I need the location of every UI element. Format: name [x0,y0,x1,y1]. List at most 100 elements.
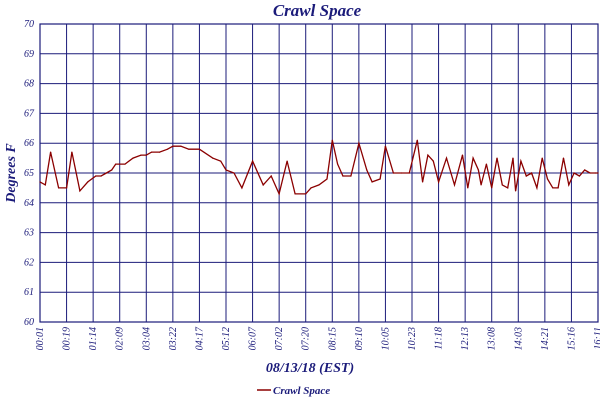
data-point-10 [105,172,108,174]
y-axis-label: Degrees F [4,143,19,204]
data-point-72 [525,175,527,177]
data-point-7 [87,181,89,183]
x-tick-label-8: 06:07 [248,326,259,350]
series-layer [39,139,599,196]
data-point-63 [480,184,482,186]
data-point-21 [172,145,174,147]
y-tick-label-1: 61 [24,287,34,298]
data-point-81 [573,172,575,174]
x-tick-label-12: 09:10 [354,327,365,350]
data-point-16 [140,154,142,156]
data-point-33 [278,193,280,195]
x-tick-label-4: 03:04 [141,327,152,350]
data-point-79 [562,157,565,159]
x-tick-label-15: 11:18 [434,327,445,350]
data-point-82 [578,175,581,177]
data-point-55 [432,160,434,162]
data-point-69 [512,157,514,159]
data-point-35 [294,193,296,195]
data-point-74 [536,187,538,189]
data-point-43 [350,175,352,177]
data-point-39 [326,178,328,180]
data-point-67 [501,184,503,186]
data-point-51 [408,172,410,174]
data-point-68 [507,187,509,189]
data-point-24 [198,148,201,150]
x-tick-label-3: 02:09 [115,327,126,350]
chart-grid [39,23,599,323]
data-point-15 [132,157,134,159]
data-point-12 [115,163,117,165]
data-point-4 [65,187,68,189]
x-tick-labels: 00:01 00:19 01:14 02:09 03:04 03:22 04:17 05:12… [35,326,600,350]
data-point-18 [151,151,153,153]
data-point-71 [520,160,522,162]
x-tick-label-20: 15:16 [566,327,577,350]
data-point-5 [71,151,73,153]
data-point-26 [220,160,222,162]
y-tick-label-0: 60 [24,317,34,328]
data-point-61 [472,157,474,159]
x-axis-label: 08/13/18 (EST) [266,361,354,376]
data-point-85 [594,172,596,174]
data-point-20 [166,148,169,150]
data-point-0 [39,181,41,183]
x-tick-label-2: 01:14 [88,327,99,350]
data-point-1 [44,184,46,186]
data-point-23 [188,148,190,150]
data-point-32 [270,175,272,177]
data-point-54 [427,154,429,156]
data-point-64 [485,163,487,165]
data-point-48 [384,145,387,147]
y-tick-label-8: 68 [24,79,34,90]
data-point-14 [124,163,126,165]
x-tick-label-7: 05:12 [221,327,232,350]
y-tick-labels: 60 61 62 63 64 65 66 67 68 69 70 [24,19,35,328]
data-point-66 [496,157,498,159]
data-point-84 [589,172,591,174]
x-tick-label-0: 00:01 [35,327,46,350]
data-point-83 [584,169,586,171]
data-point-77 [552,187,554,189]
data-point-57 [445,157,448,159]
y-tick-label-2: 62 [24,257,34,268]
x-tick-label-9: 07:02 [274,327,285,350]
x-tick-label-6: 04:17 [194,326,205,350]
data-point-28 [233,172,235,174]
data-point-45 [366,169,368,171]
data-point-49 [392,172,394,174]
data-point-2 [50,151,52,153]
x-tick-label-19: 14:21 [540,327,551,350]
data-point-31 [262,184,264,186]
data-point-29 [241,187,243,189]
data-point-52 [416,139,418,141]
data-point-13 [119,163,121,165]
data-point-76 [546,178,549,180]
data-point-3 [58,187,60,189]
data-point-37 [310,187,312,189]
x-tick-label-21: 16:11 [593,327,600,350]
data-point-78 [557,187,559,189]
data-point-75 [541,157,543,159]
data-point-30 [251,160,254,162]
data-point-8 [95,175,97,177]
chart-title: Crawl Space [273,1,362,20]
x-tick-label-16: 12:13 [460,327,471,350]
data-point-50 [400,172,402,174]
series-line-0 [39,140,598,196]
data-point-17 [145,154,147,156]
data-point-80 [568,184,570,186]
y-tick-label-10: 70 [24,19,34,30]
x-tick-label-11: 08:15 [327,327,338,350]
data-point-41 [337,163,339,165]
data-point-36 [305,193,307,195]
x-tick-label-10: 07:20 [301,327,312,350]
data-point-38 [318,184,320,186]
data-point-42 [342,175,344,177]
data-point-46 [371,181,373,183]
data-point-22 [180,145,182,147]
legend-label: Crawl Space [273,385,330,397]
data-point-56 [437,181,440,183]
y-tick-label-4: 64 [24,198,34,209]
data-point-40 [331,139,333,141]
